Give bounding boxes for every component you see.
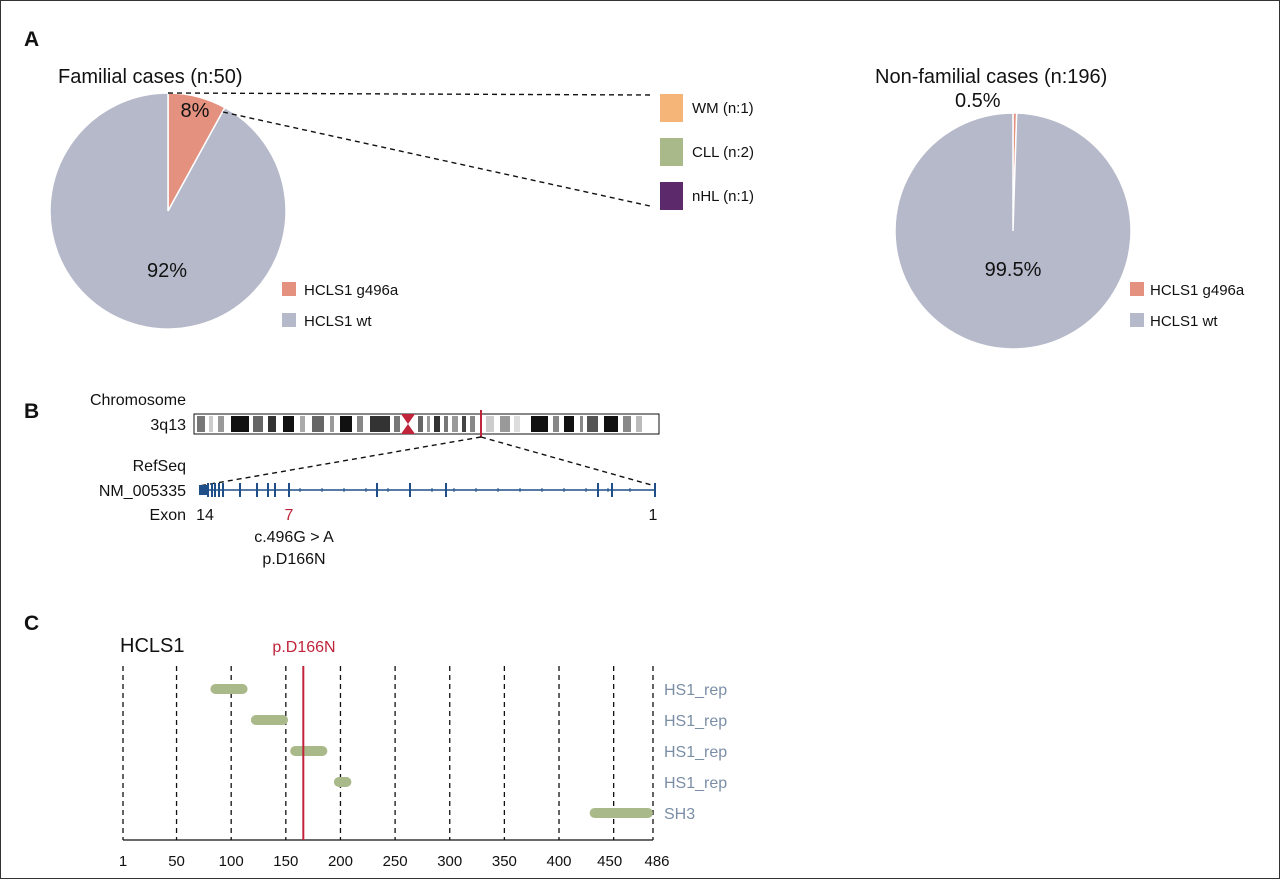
domain-label: HS1_rep (664, 713, 727, 730)
familial-pie (49, 92, 287, 330)
domain-label: HS1_rep (664, 744, 727, 761)
mutation-protein: p.D166N (262, 551, 325, 568)
breakdown-swatch-nhl (660, 182, 683, 210)
domain-label: SH3 (664, 806, 695, 823)
breakdown-label-wm: WM (n:1) (692, 100, 754, 117)
mutation-cdna: c.496G > A (254, 529, 334, 546)
nonfamilial-legend-mutant: HCLS1 g496a (1150, 282, 1245, 299)
familial-legend-swatch-wt (282, 313, 296, 327)
nonfamilial-pie-title: Non-familial cases (n:196) (875, 66, 1107, 88)
familial-slice-wt (49, 92, 287, 330)
nonfamilial-legend-wt: HCLS1 wt (1150, 313, 1218, 330)
exon-highlight: 7 (285, 507, 294, 524)
nonfamilial-pct-wt: 99.5% (985, 259, 1042, 281)
exon-last: 1 (649, 507, 658, 524)
panel-b-letter: B (24, 400, 39, 423)
x-tick-label: 250 (383, 853, 408, 870)
breakdown-connector-top (167, 92, 651, 96)
exon-label: Exon (150, 507, 186, 524)
x-tick-label: 200 (328, 853, 353, 870)
exon-first: 14 (196, 507, 214, 524)
x-tick-label: 1 (119, 853, 127, 870)
x-tick-label: 486 (644, 853, 669, 870)
x-tick-label: 450 (597, 853, 622, 870)
chromosome-label: Chromosome (90, 392, 186, 409)
x-tick-label: 300 (437, 853, 462, 870)
nonfamilial-pie (894, 112, 1132, 350)
x-tick-label: 50 (168, 853, 185, 870)
refseq-label: RefSeq (133, 458, 186, 475)
panel-a-letter: A (24, 28, 39, 51)
nonfamilial-slice-wt (894, 112, 1132, 350)
transcript-id: NM_005335 (99, 483, 186, 500)
breakdown-label-cll: CLL (n:2) (692, 144, 754, 161)
breakdown-label-nhl: nHL (n:1) (692, 188, 754, 205)
domain-bar-hs1-rep (290, 746, 328, 756)
domain-label: HS1_rep (664, 775, 727, 792)
panel-c-letter: C (24, 612, 39, 635)
familial-pie-title: Familial cases (n:50) (58, 66, 243, 88)
familial-pct-mutant: 8% (181, 100, 210, 122)
protein-domain-plot: 1 50 100 150 200 250 300 350 400 450 486HS1_repHS1… (119, 666, 727, 870)
breakdown-swatch-cll (660, 138, 683, 166)
chromosome-ideogram (193, 410, 660, 437)
breakdown-swatch-wm (660, 94, 683, 122)
familial-legend-wt: HCLS1 wt (304, 313, 372, 330)
gene-model (199, 483, 656, 497)
x-tick-label: 400 (547, 853, 572, 870)
nonfamilial-legend-swatch-wt (1130, 313, 1144, 327)
domain-bar-hs1-rep (210, 684, 248, 694)
familial-legend-swatch-mutant (282, 282, 296, 296)
zoom-line-left (198, 436, 482, 487)
x-tick-label: 350 (492, 853, 517, 870)
protein-title: HCLS1 (120, 635, 184, 657)
domain-bar-hs1-rep (250, 715, 289, 725)
nonfamilial-legend-swatch-mutant (1130, 282, 1144, 296)
x-tick-label: 100 (219, 853, 244, 870)
chromosome-band: 3q13 (150, 417, 186, 434)
domain-label: HS1_rep (664, 682, 727, 699)
domain-bar-hs1-rep (333, 777, 352, 787)
familial-pct-wt: 92% (147, 260, 187, 282)
familial-legend-mutant: HCLS1 g496a (304, 282, 399, 299)
nonfamilial-pct-mutant: 0.5% (955, 90, 1001, 112)
x-tick-label: 150 (273, 853, 298, 870)
breakdown-connector-bottom (222, 111, 651, 207)
marker-label: p.D166N (272, 639, 335, 656)
domain-bar-sh3 (589, 808, 653, 818)
zoom-line-right (480, 436, 656, 487)
